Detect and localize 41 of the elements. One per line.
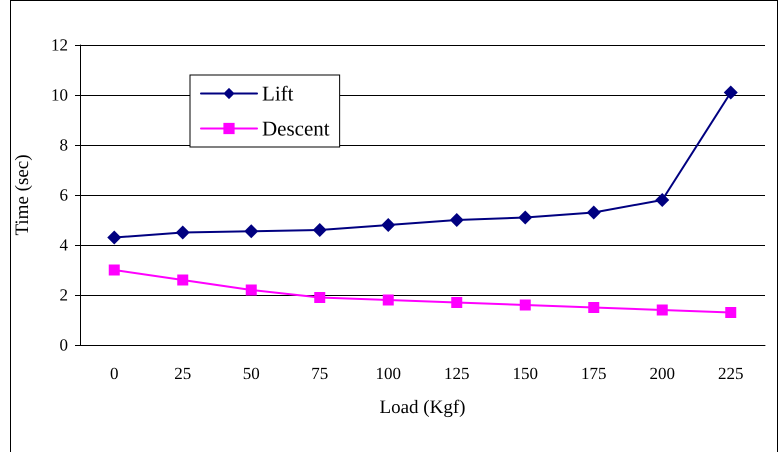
y-tick-label: 0 <box>60 336 68 354</box>
point <box>518 210 532 224</box>
x-tick-label: 0 <box>110 364 118 383</box>
point <box>314 292 326 303</box>
x-tick-label: 25 <box>174 364 192 383</box>
point <box>520 300 531 310</box>
x-tick-label: 125 <box>444 364 470 383</box>
y-axis-title: Time (sec) <box>12 154 33 236</box>
point <box>451 297 462 308</box>
point <box>244 224 258 238</box>
point <box>724 86 738 100</box>
legend-label: Descent <box>262 116 330 140</box>
x-tick-label: 175 <box>581 364 606 383</box>
x-tick-label: 150 <box>512 364 538 383</box>
point <box>381 218 396 232</box>
point <box>177 274 188 286</box>
point <box>655 193 670 207</box>
point <box>656 304 668 316</box>
x-tick-label: 225 <box>718 364 744 383</box>
y-tick-label: 6 <box>60 186 68 204</box>
x-axis-title: Load (Kgf) <box>380 397 466 418</box>
point <box>176 226 190 240</box>
point <box>588 302 600 313</box>
point <box>246 284 257 296</box>
point <box>586 206 601 220</box>
y-tick-label: 4 <box>60 236 68 254</box>
point <box>107 230 122 244</box>
y-tick-label: 8 <box>60 136 68 154</box>
y-tick-label: 2 <box>60 286 68 304</box>
point <box>108 264 120 276</box>
point <box>725 307 736 318</box>
x-tick-label: 75 <box>311 364 328 383</box>
x-tick-label: 200 <box>650 364 675 383</box>
x-tick-label: 50 <box>242 364 260 383</box>
legend-label: Lift <box>262 82 294 106</box>
x-tick-label: 100 <box>376 364 401 383</box>
y-tick-label: 10 <box>51 86 68 104</box>
point <box>312 223 327 237</box>
point <box>450 213 464 227</box>
y-tick-label: 12 <box>51 36 68 54</box>
point <box>382 294 394 306</box>
